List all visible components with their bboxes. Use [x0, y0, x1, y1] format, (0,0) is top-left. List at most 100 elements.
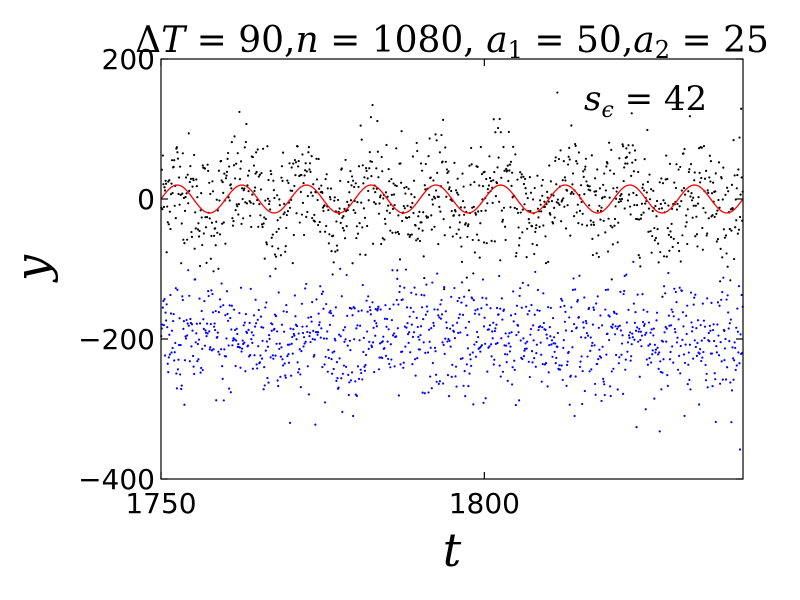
data-point	[227, 196, 230, 199]
data-point	[451, 235, 454, 238]
data-point	[419, 334, 422, 337]
data-point	[450, 375, 453, 378]
data-point	[266, 345, 270, 348]
data-point	[290, 374, 293, 377]
data-point	[387, 167, 390, 171]
data-point	[555, 201, 558, 204]
data-point	[250, 225, 253, 229]
data-point	[383, 346, 386, 350]
data-point	[283, 211, 286, 214]
data-point	[551, 222, 555, 225]
data-point	[314, 423, 317, 426]
data-point	[653, 343, 656, 346]
data-point	[485, 297, 488, 300]
data-point	[242, 189, 245, 192]
data-point	[617, 362, 620, 365]
data-point	[285, 226, 288, 230]
data-point	[381, 237, 384, 240]
data-point	[341, 216, 344, 219]
data-point	[264, 349, 267, 352]
data-point	[464, 222, 467, 225]
data-point	[163, 189, 167, 192]
data-point	[460, 245, 463, 248]
data-point	[388, 307, 391, 310]
data-point	[162, 324, 166, 327]
data-point	[620, 353, 623, 356]
data-point	[517, 331, 520, 334]
data-point	[671, 245, 674, 249]
data-point	[430, 387, 433, 390]
data-point	[658, 430, 661, 433]
data-point	[412, 331, 416, 334]
data-point	[409, 306, 412, 309]
data-point	[428, 137, 431, 140]
data-point	[279, 254, 282, 257]
data-point	[198, 297, 201, 300]
data-point	[334, 250, 337, 253]
data-point	[616, 388, 619, 391]
data-point	[415, 141, 418, 145]
data-point	[343, 340, 346, 343]
data-point	[302, 336, 306, 339]
data-point	[422, 211, 425, 214]
data-point	[465, 363, 468, 366]
data-point	[368, 305, 371, 309]
data-point	[218, 353, 221, 356]
data-point	[381, 170, 384, 173]
data-point	[292, 162, 295, 165]
data-point	[347, 373, 350, 376]
data-point	[216, 331, 219, 334]
data-point	[558, 203, 561, 206]
data-point	[507, 130, 510, 134]
data-point	[334, 306, 337, 309]
data-point	[510, 171, 514, 174]
data-point	[254, 172, 257, 175]
data-point	[669, 350, 672, 354]
data-point	[631, 161, 634, 164]
data-point	[495, 181, 499, 185]
data-point	[391, 231, 394, 234]
data-point	[309, 315, 313, 319]
data-point	[395, 335, 398, 338]
data-point	[452, 330, 455, 333]
data-point	[636, 326, 639, 329]
data-point	[176, 288, 179, 291]
data-point	[175, 387, 178, 390]
data-point	[631, 332, 634, 335]
data-point	[700, 146, 703, 149]
data-point	[296, 361, 299, 364]
data-point	[592, 221, 595, 224]
data-point	[568, 403, 571, 406]
data-point	[674, 331, 677, 334]
data-point	[195, 322, 198, 325]
data-point	[328, 233, 331, 236]
data-point	[693, 179, 696, 182]
data-point	[480, 209, 483, 213]
data-point	[332, 261, 335, 264]
data-point	[736, 173, 739, 177]
data-point	[174, 341, 177, 345]
data-point	[521, 208, 524, 211]
data-point	[293, 184, 296, 188]
data-point	[359, 324, 362, 327]
data-point	[723, 347, 727, 350]
data-point	[690, 330, 694, 333]
data-point	[711, 181, 715, 184]
data-point	[559, 305, 562, 309]
data-point	[351, 314, 354, 317]
data-point	[277, 247, 280, 250]
data-point	[339, 179, 342, 183]
data-point	[683, 361, 687, 365]
data-point	[401, 298, 404, 301]
data-point	[716, 238, 720, 241]
data-point	[280, 176, 283, 179]
data-point	[595, 190, 598, 193]
data-point	[466, 334, 469, 337]
data-point	[447, 188, 451, 191]
data-point	[365, 169, 368, 172]
data-point	[262, 326, 265, 329]
data-point	[367, 295, 370, 298]
data-point	[328, 195, 332, 199]
data-point	[644, 333, 647, 336]
data-point	[329, 198, 332, 201]
